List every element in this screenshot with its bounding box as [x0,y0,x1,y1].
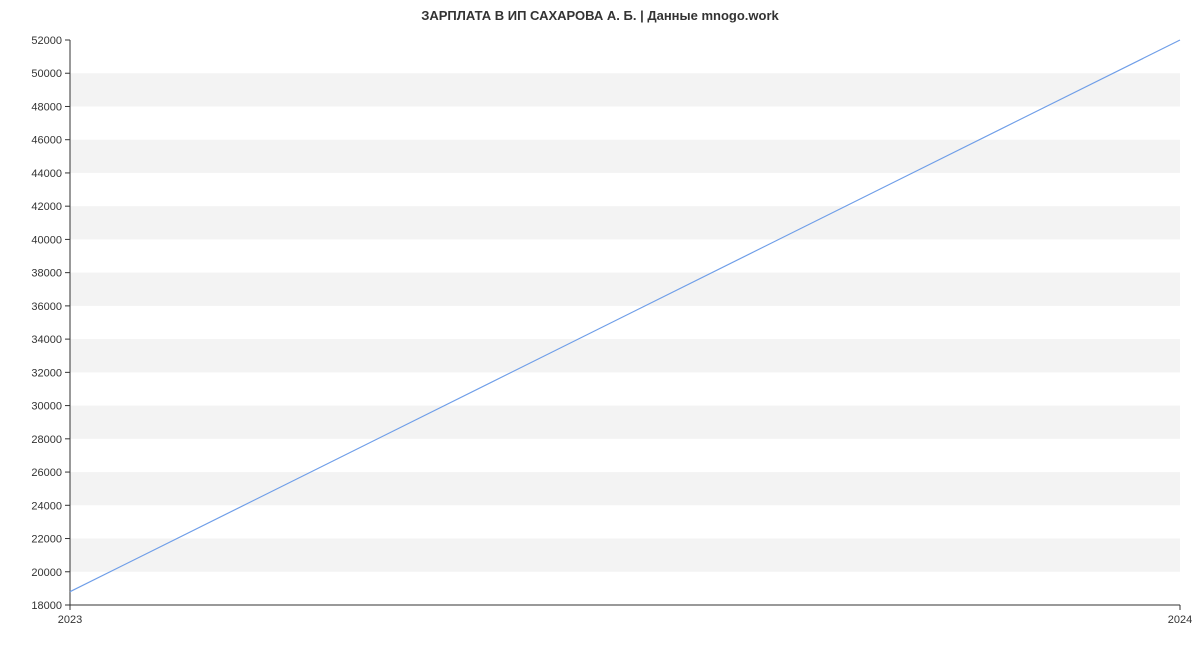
y-tick-label: 22000 [31,534,62,546]
x-tick-label: 2024 [1168,614,1192,626]
y-tick-label: 32000 [31,367,62,379]
y-tick-label: 18000 [31,600,62,612]
y-tick-label: 34000 [31,334,62,346]
y-tick-label: 42000 [31,201,62,213]
y-tick-label: 40000 [31,234,62,246]
y-tick-label: 36000 [31,301,62,313]
y-tick-label: 20000 [31,567,62,579]
series-salary [70,40,1180,592]
y-tick-label: 26000 [31,467,62,479]
y-tick-label: 24000 [31,500,62,512]
x-tick-label: 2023 [58,614,82,626]
y-tick-label: 44000 [31,168,62,180]
y-tick-label: 28000 [31,434,62,446]
chart-canvas: 18000 20000 22000 24000 26000 28000 30000 32000… [0,0,1200,650]
y-tick-label: 30000 [31,401,62,413]
y-tick-label: 50000 [31,68,62,80]
y-tick-label: 48000 [31,101,62,113]
y-tick-label: 52000 [31,35,62,47]
y-tick-label: 46000 [31,135,62,147]
y-tick-label: 38000 [31,268,62,280]
salary-chart: ЗАРПЛАТА В ИП САХАРОВА А. Б. | Данные mn… [0,0,1200,650]
